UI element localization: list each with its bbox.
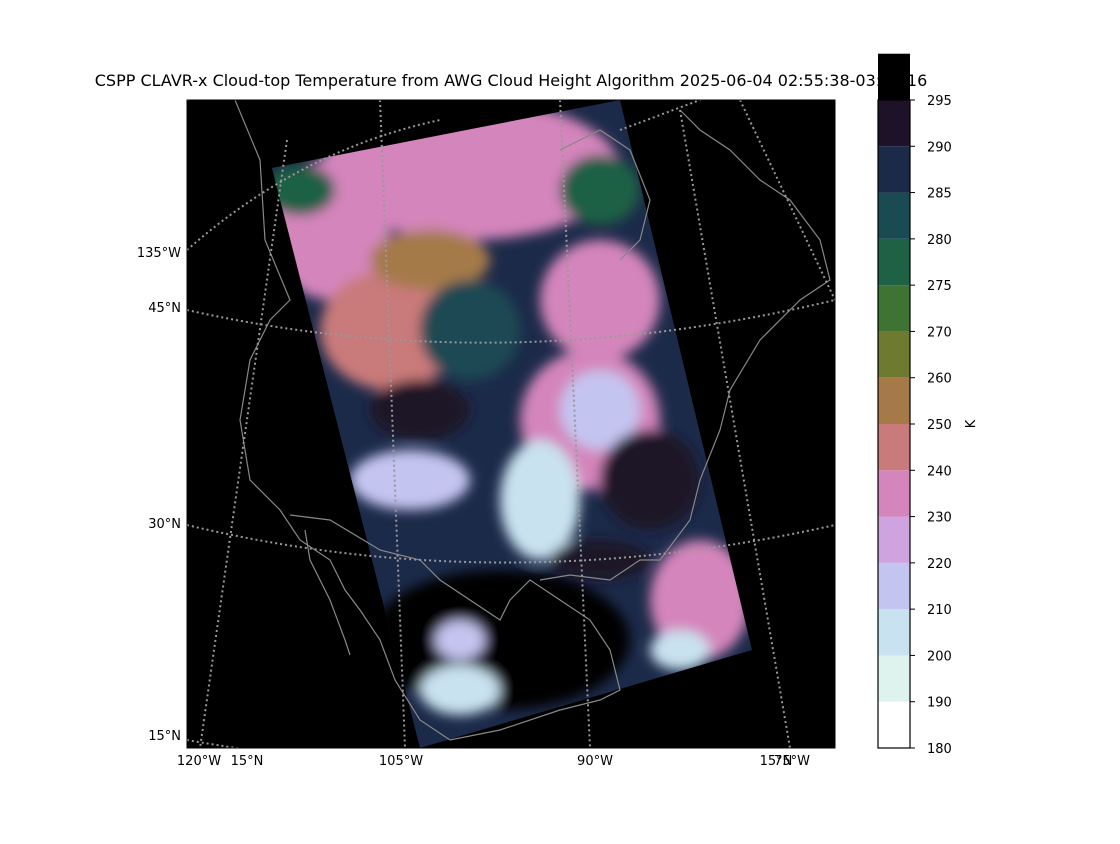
colorbar-tick-label: 260: [927, 372, 952, 387]
colorbar-tick-label: 270: [927, 325, 952, 340]
colorbar-segment: [878, 424, 910, 471]
colorbar-segment: [878, 377, 910, 424]
colorbar-tick-label: 200: [927, 649, 952, 664]
bottom-label: 75°W: [774, 754, 810, 769]
colorbar-segment: [878, 701, 910, 748]
colorbar-tick-label: 295: [927, 94, 952, 109]
colorbar-tick-label: 240: [927, 464, 952, 479]
colorbar-segment: [878, 655, 910, 702]
colorbar-segment: [878, 100, 910, 147]
colorbar-segment: [878, 562, 910, 610]
colorbar-segment: [878, 146, 910, 193]
colorbar-tick-label: 285: [927, 187, 952, 202]
left-label: 30°N: [148, 517, 181, 532]
colorbar-tick-label: 220: [927, 557, 952, 572]
bottom-label: 90°W: [577, 754, 613, 769]
colorbar-segment: [878, 192, 910, 239]
colorbar-tick-label: 280: [927, 233, 952, 248]
coastlines: [234, 100, 831, 741]
colorbar-tick-label: 290: [927, 140, 952, 155]
colorbar-tick-label: 230: [927, 511, 952, 526]
title: CSPP CLAVR-x Cloud-top Temperature from …: [95, 71, 928, 90]
colorbar-label: K: [964, 419, 979, 428]
left-label: 45°N: [148, 301, 181, 316]
colorbar-segment: [878, 516, 910, 563]
colorbar-frame: [877, 99, 911, 749]
colorbar-segment: [878, 609, 910, 656]
left-label: 135°W: [137, 246, 181, 261]
colorbar-segment: [878, 331, 910, 378]
bottom-label: 120°W: [177, 754, 221, 769]
colorbar-segment: [878, 53, 910, 100]
map-frame: [186, 99, 836, 749]
colorbar-segment: [878, 470, 910, 517]
colorbar: 180 190 200 210 220 230 240 250 260 270 275 280 285 2…: [878, 53, 979, 757]
graticule: [187, 100, 835, 748]
colorbar-segment: [878, 238, 910, 286]
colorbar-segment: [878, 285, 910, 332]
colorbar-tick-label: 180: [927, 742, 952, 757]
left-label: 15°N: [148, 729, 181, 744]
bottom-label: 105°W: [379, 754, 423, 769]
bottom-label: 15°N: [760, 754, 793, 769]
colorbar-tick-label: 275: [927, 279, 952, 294]
colorbar-tick-label: 190: [927, 696, 952, 711]
map: [187, 100, 835, 748]
colorbar-tick-label: 210: [927, 603, 952, 618]
colorbar-tick-label: 250: [927, 418, 952, 433]
bottom-label: 15°N: [231, 754, 264, 769]
